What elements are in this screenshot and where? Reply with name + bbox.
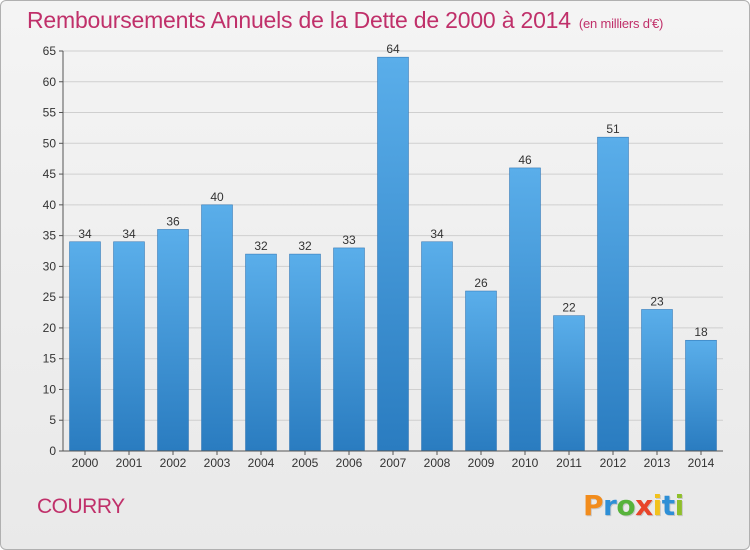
y-tick-label: 20 xyxy=(43,321,57,335)
logo-letter: r xyxy=(603,489,617,522)
x-tick-label-2007: 2007 xyxy=(380,456,407,470)
value-label-2002: 36 xyxy=(166,214,180,228)
bar-2000 xyxy=(69,241,101,452)
logo-letter: i xyxy=(674,489,685,522)
y-tick-label: 60 xyxy=(43,75,57,89)
bar-2003 xyxy=(201,204,233,452)
bar-2008 xyxy=(421,241,453,452)
x-tick-label-2005: 2005 xyxy=(292,456,319,470)
value-label-2000: 34 xyxy=(78,227,92,241)
x-tick-label-2013: 2013 xyxy=(644,456,671,470)
x-tick-label-2011: 2011 xyxy=(556,456,582,470)
x-tick-label-2003: 2003 xyxy=(204,456,231,470)
bar-2011 xyxy=(553,315,585,452)
value-label-2011: 22 xyxy=(562,301,576,315)
value-label-2007: 64 xyxy=(386,42,400,56)
axis-layer: 0 5 10 15 20 25 30 35 40 45 50 55 60 65 2000 2001 2002 20… xyxy=(43,44,723,470)
value-label-2005: 32 xyxy=(298,239,312,253)
y-tick-label: 5 xyxy=(49,413,56,427)
logo-letter: P xyxy=(583,489,604,522)
bars-layer: 34 34 36 40 32 32 33 64 34 26 46 22 51 23 18 xyxy=(69,42,717,452)
logo-letter: i xyxy=(652,489,663,522)
y-tick-label: 55 xyxy=(43,106,57,120)
y-tick-label: 15 xyxy=(43,352,57,366)
x-tick-label-2008: 2008 xyxy=(424,456,451,470)
x-tick-label-2002: 2002 xyxy=(160,456,187,470)
logo-letter: o xyxy=(616,489,636,522)
y-tick-label: 25 xyxy=(43,290,57,304)
value-label-2014: 18 xyxy=(694,325,708,339)
bar-2010 xyxy=(509,167,541,452)
value-label-2004: 32 xyxy=(254,239,268,253)
y-tick-label: 35 xyxy=(43,229,57,243)
bar-2007 xyxy=(377,56,409,452)
x-tick-label-2014: 2014 xyxy=(688,456,715,470)
value-label-2012: 51 xyxy=(606,122,620,136)
logo-letter: t xyxy=(661,489,675,522)
y-tick-label: 30 xyxy=(43,259,57,273)
y-tick-label: 50 xyxy=(43,136,57,150)
value-label-2008: 34 xyxy=(430,227,444,241)
value-label-2006: 33 xyxy=(342,233,356,247)
value-label-2010: 46 xyxy=(518,153,532,167)
y-tick-label: 45 xyxy=(43,167,57,181)
bar-2005 xyxy=(289,253,321,452)
x-tick-label-2006: 2006 xyxy=(336,456,363,470)
y-tick-label: 10 xyxy=(43,382,57,396)
value-label-2009: 26 xyxy=(474,276,488,290)
logo-letter: x xyxy=(635,489,653,522)
bar-2014 xyxy=(685,339,717,452)
x-tick-label-2004: 2004 xyxy=(248,456,275,470)
value-label-2001: 34 xyxy=(122,227,136,241)
bar-2001 xyxy=(113,241,145,452)
bar-2002 xyxy=(157,229,189,452)
chart-title-text: Remboursements Annuels de la Dette de 20… xyxy=(27,7,571,33)
value-label-2003: 40 xyxy=(210,190,224,204)
bar-2009 xyxy=(465,290,497,452)
y-tick-label: 65 xyxy=(43,44,57,58)
chart-title: Remboursements Annuels de la Dette de 20… xyxy=(27,7,663,34)
y-tick-label: 0 xyxy=(49,444,56,458)
bar-2013 xyxy=(641,309,673,452)
bar-2012 xyxy=(597,136,629,452)
x-tick-label-2010: 2010 xyxy=(512,456,539,470)
x-tick-label-2012: 2012 xyxy=(600,456,627,470)
x-tick-label-2009: 2009 xyxy=(468,456,495,470)
value-label-2013: 23 xyxy=(650,294,664,308)
chart-unit-note: (en milliers d'€) xyxy=(578,16,664,31)
x-tick-label-2000: 2000 xyxy=(72,456,99,470)
x-tick-label-2001: 2001 xyxy=(116,456,143,470)
proxiti-logo: Proxiti xyxy=(583,489,684,522)
bar-2006 xyxy=(333,247,365,452)
y-tick-label: 40 xyxy=(43,198,57,212)
commune-name: COURRY xyxy=(37,495,125,518)
bar-2004 xyxy=(245,253,277,452)
